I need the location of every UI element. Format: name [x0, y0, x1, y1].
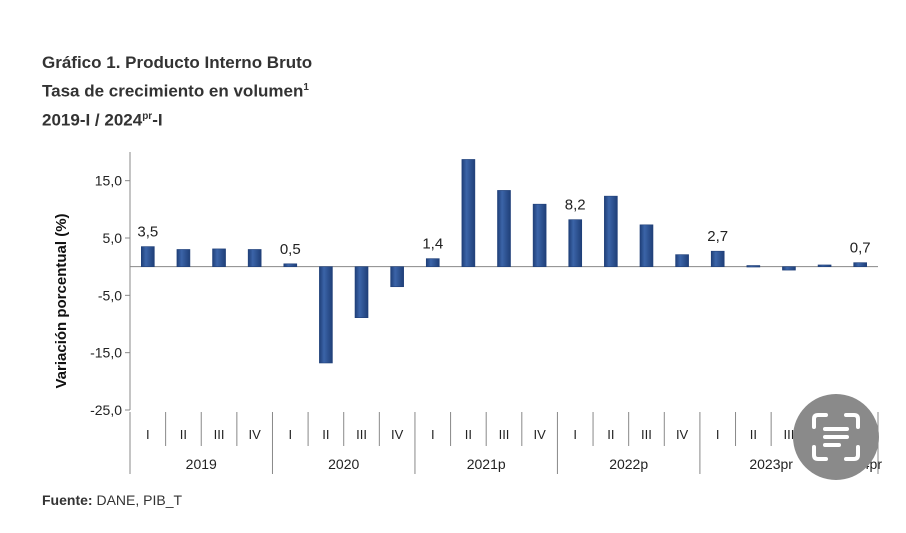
- x-quarter-label: IV: [249, 427, 262, 442]
- x-quarter-label: III: [784, 427, 795, 442]
- title-line-2: Tasa de crecimiento en volumen1: [42, 81, 309, 101]
- x-quarter-label: IV: [391, 427, 404, 442]
- x-quarter-label: II: [465, 427, 472, 442]
- data-label: 0,7: [850, 240, 871, 257]
- data-label: 3,5: [137, 224, 158, 241]
- source-note: Fuente: DANE, PIB_T: [42, 492, 183, 508]
- data-label: 1,4: [422, 236, 443, 253]
- x-quarter-label: IV: [676, 427, 689, 442]
- chart-title: Gráfico 1. Producto Interno Bruto Tasa d…: [42, 50, 312, 132]
- bar: [283, 263, 298, 267]
- x-quarter-label: I: [288, 427, 292, 442]
- y-tick-label: 5,0: [103, 230, 123, 246]
- x-quarter-label: II: [322, 427, 329, 442]
- x-year-label: 2020: [328, 456, 359, 472]
- bar: [461, 159, 476, 267]
- x-quarter-label: III: [641, 427, 652, 442]
- y-axis-title: Variación porcentual (%): [53, 213, 70, 388]
- bar: [141, 246, 155, 267]
- bar: [319, 266, 333, 364]
- bar: [710, 250, 725, 267]
- bar: [425, 258, 440, 267]
- bar: [176, 249, 191, 267]
- x-quarter-label: III: [356, 427, 367, 442]
- bar: [817, 264, 832, 267]
- bar: [390, 266, 404, 288]
- x-quarter-label: IV: [533, 427, 546, 442]
- data-label: 0,5: [280, 241, 301, 258]
- x-quarter-label: II: [180, 427, 187, 442]
- x-year-label: 2022p: [609, 456, 648, 472]
- x-quarter-label: I: [716, 427, 720, 442]
- y-tick-label: -5,0: [98, 287, 122, 303]
- y-tick-label: 15,0: [95, 173, 122, 189]
- x-quarter-label: I: [431, 427, 435, 442]
- data-label: 8,2: [565, 197, 586, 214]
- bar: [247, 249, 262, 267]
- bar: [532, 203, 547, 267]
- bar: [853, 262, 867, 267]
- data-label: 2,7: [707, 228, 728, 245]
- bar: [782, 266, 796, 271]
- x-quarter-label: I: [573, 427, 577, 442]
- x-quarter-label: I: [146, 427, 150, 442]
- x-year-label: 2019: [186, 456, 217, 472]
- x-quarter-label: III: [499, 427, 510, 442]
- bar: [354, 266, 369, 318]
- bar: [746, 265, 761, 268]
- y-tick-label: -15,0: [90, 345, 122, 361]
- title-line-3: 2019-I / 2024pr-I: [42, 110, 163, 130]
- bar: [639, 224, 654, 267]
- y-tick-label: -25,0: [90, 402, 122, 418]
- x-quarter-label: II: [750, 427, 757, 442]
- x-quarter-label: III: [214, 427, 225, 442]
- bar: [568, 219, 583, 267]
- bar: [675, 254, 689, 267]
- bar: [497, 190, 511, 267]
- x-quarter-label: II: [607, 427, 614, 442]
- title-line-1: Gráfico 1. Producto Interno Bruto: [42, 53, 313, 72]
- text-scan-icon[interactable]: [793, 394, 879, 480]
- x-year-label: 2021p: [467, 456, 506, 472]
- x-year-label: 2023pr: [749, 456, 793, 472]
- bar: [604, 195, 618, 267]
- bar: [212, 248, 226, 267]
